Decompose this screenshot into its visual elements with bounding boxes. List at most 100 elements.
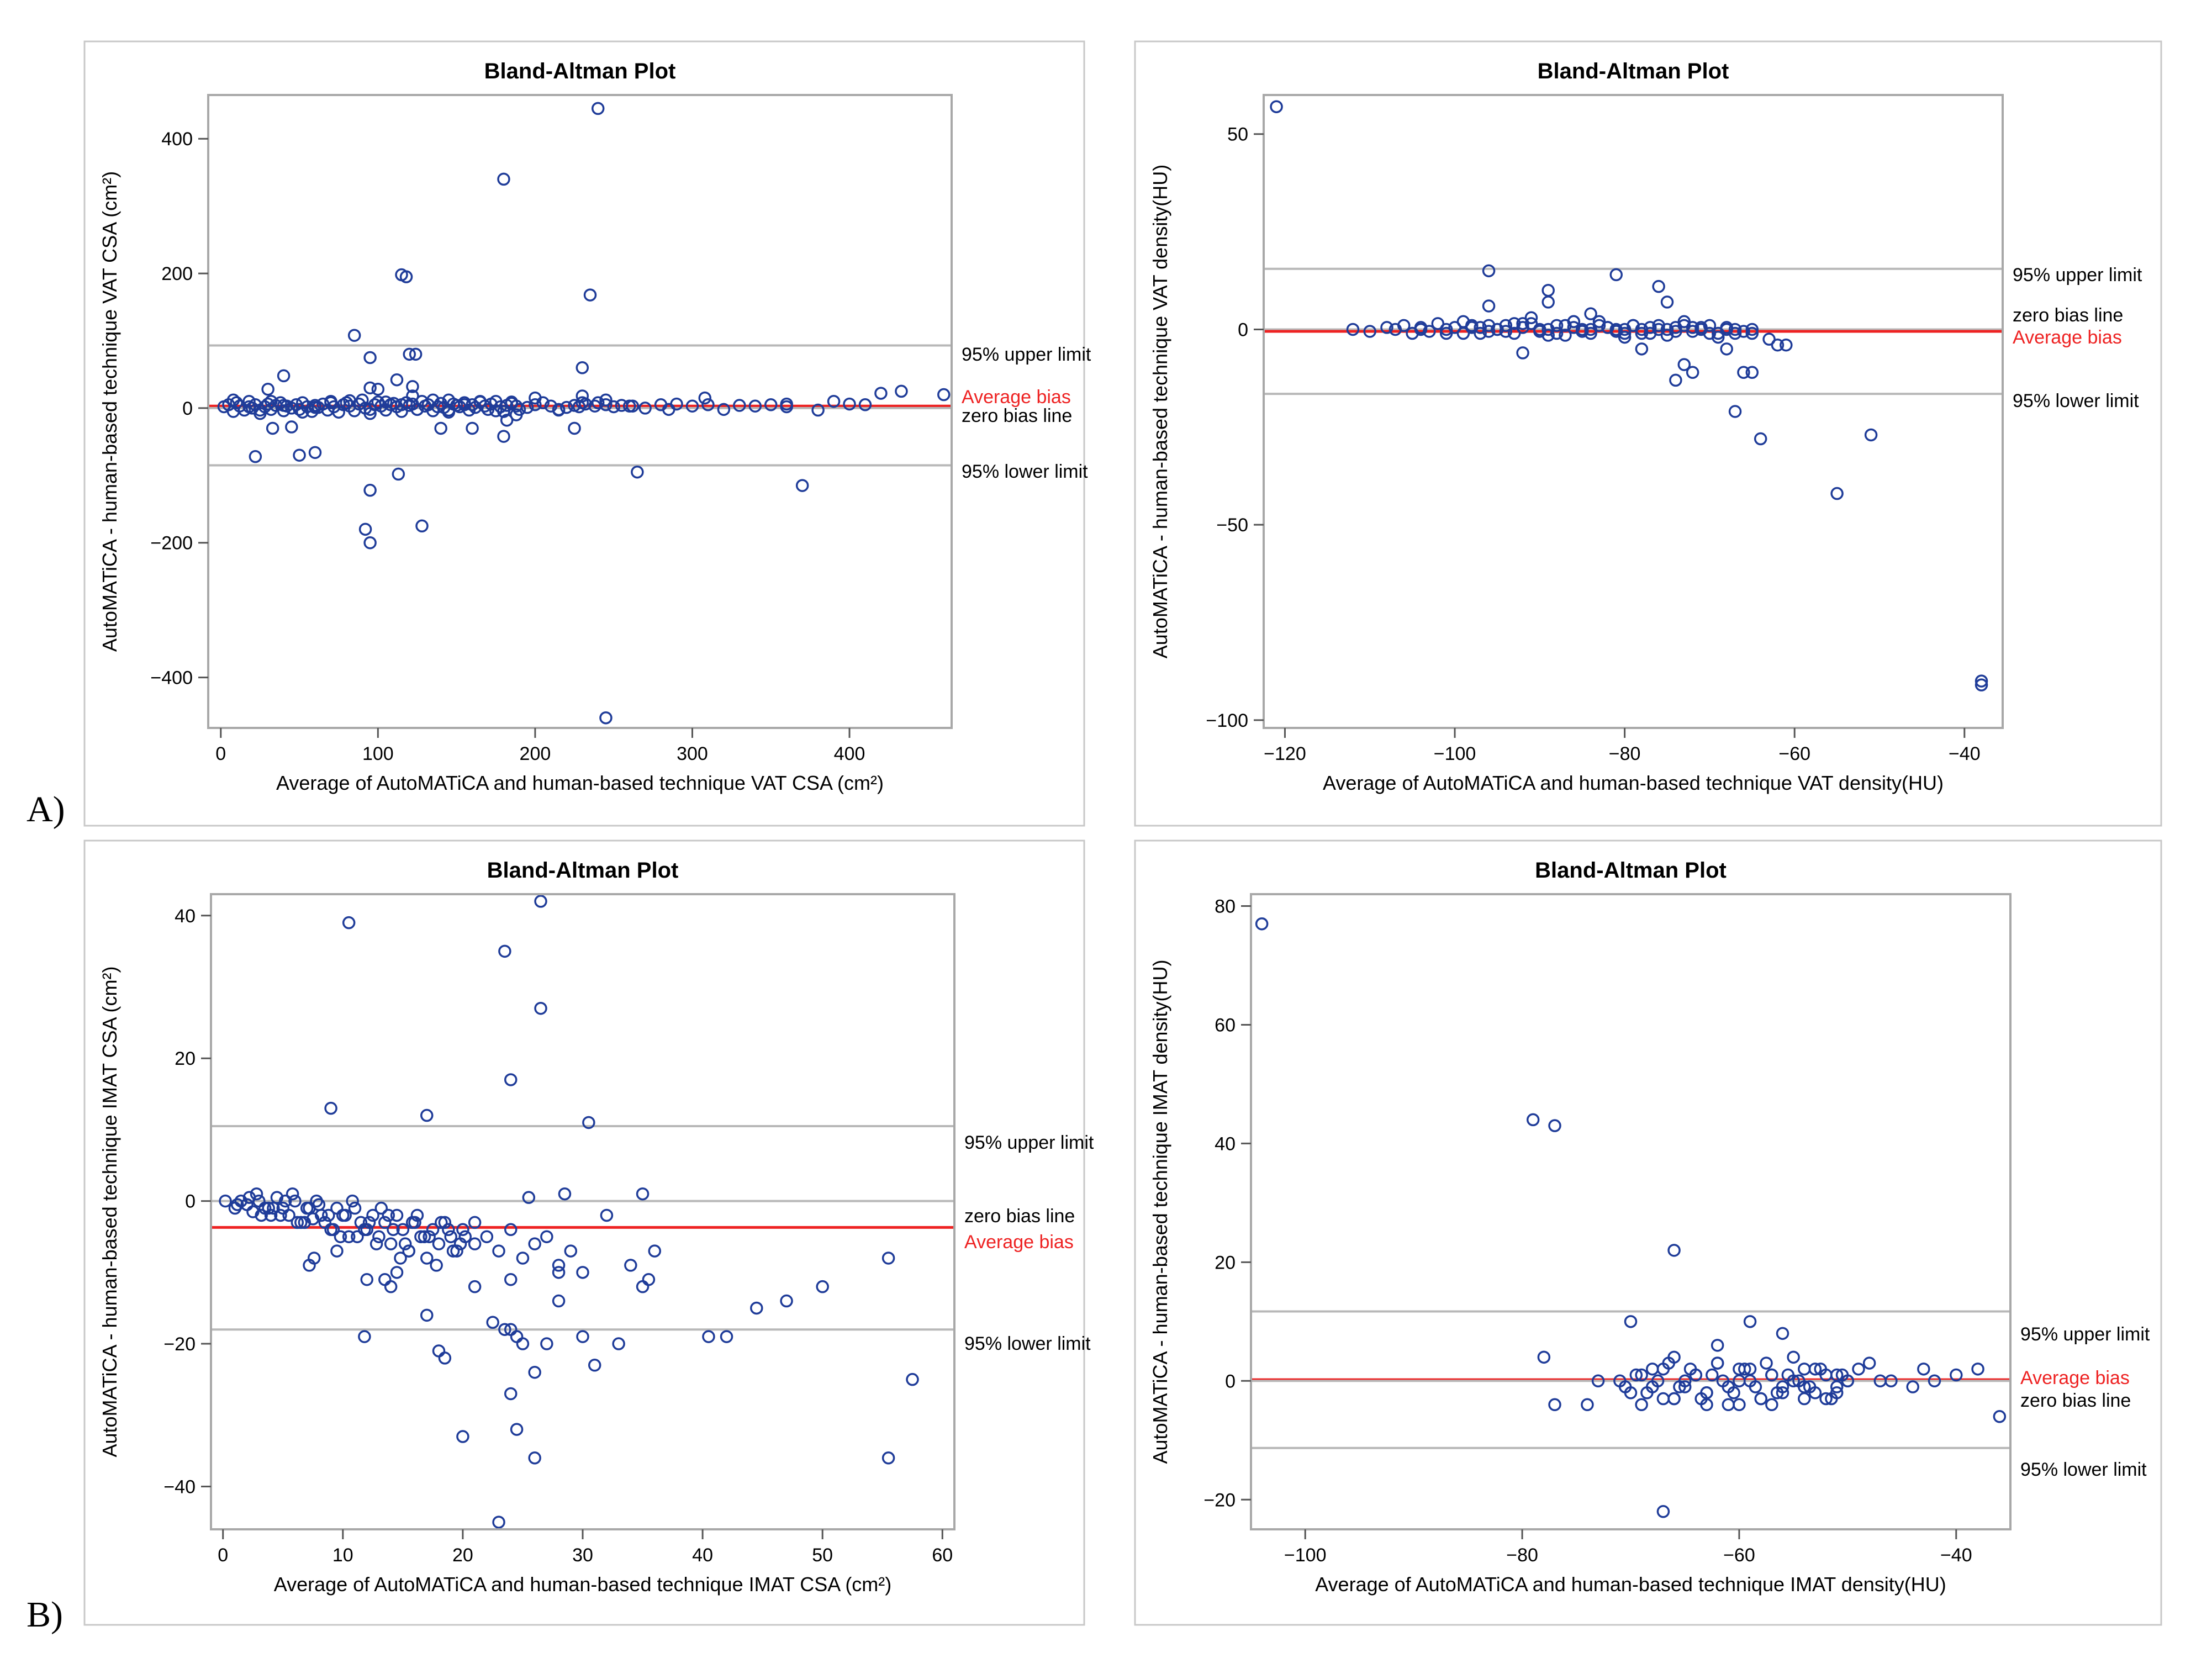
data-point bbox=[1743, 1315, 1757, 1328]
data-point bbox=[568, 421, 581, 435]
data-point bbox=[1760, 1356, 1773, 1370]
data-point bbox=[438, 1351, 452, 1365]
data-point bbox=[1465, 321, 1479, 334]
y-tick-label: 0 bbox=[1238, 319, 1248, 340]
data-point bbox=[231, 1198, 244, 1211]
data-point bbox=[322, 1208, 335, 1222]
data-point bbox=[816, 1280, 829, 1293]
data-point bbox=[1711, 1356, 1724, 1370]
data-point bbox=[291, 1216, 304, 1229]
data-point bbox=[1516, 317, 1529, 330]
chart-title: Bland-Altman Plot bbox=[487, 858, 679, 883]
data-point bbox=[382, 1208, 395, 1222]
data-point bbox=[1255, 917, 1269, 931]
data-point bbox=[395, 398, 408, 411]
data-point bbox=[406, 380, 419, 393]
chart-4: Bland-Altman Plot 95% upper limit Average … bbox=[1134, 839, 2162, 1626]
data-point bbox=[500, 414, 514, 427]
data-points bbox=[1270, 100, 1988, 691]
data-point bbox=[1727, 1386, 1740, 1400]
data-point bbox=[1439, 326, 1453, 340]
data-point bbox=[1550, 319, 1564, 332]
data-point bbox=[1499, 325, 1513, 338]
data-point bbox=[1635, 1398, 1648, 1412]
plot-frame bbox=[1250, 893, 2012, 1530]
data-point bbox=[303, 1201, 316, 1215]
data-point bbox=[1584, 323, 1597, 336]
data-point bbox=[1716, 1374, 1730, 1388]
data-point bbox=[1635, 326, 1649, 340]
data-point bbox=[492, 1516, 505, 1529]
data-point bbox=[552, 403, 566, 417]
data-point bbox=[599, 398, 613, 411]
data-point bbox=[267, 1201, 280, 1215]
data-point bbox=[529, 391, 542, 405]
data-point bbox=[1550, 326, 1564, 340]
data-point bbox=[282, 1208, 295, 1222]
data-point bbox=[1737, 366, 1750, 379]
x-tick-label: 10 bbox=[332, 1545, 353, 1566]
data-point bbox=[308, 446, 322, 460]
data-point bbox=[1669, 373, 1682, 387]
y-axis-label: AutoMATiCA - human-based technique IMAT … bbox=[1149, 959, 1171, 1464]
data-point bbox=[1733, 1363, 1746, 1376]
data-point bbox=[285, 420, 298, 434]
data-point bbox=[599, 711, 613, 725]
data-point bbox=[255, 1208, 268, 1222]
data-point bbox=[1830, 1386, 1844, 1400]
data-point bbox=[1507, 326, 1521, 340]
data-point bbox=[310, 1194, 323, 1208]
data-point bbox=[265, 394, 278, 408]
data-point bbox=[1581, 1398, 1594, 1412]
panel-frame bbox=[83, 40, 1085, 827]
data-point bbox=[453, 1237, 467, 1250]
data-point bbox=[1745, 326, 1759, 340]
reference-line-label: 95% lower limit bbox=[964, 1333, 1091, 1354]
data-point bbox=[780, 1294, 793, 1308]
data-point bbox=[1841, 1374, 1855, 1388]
data-point bbox=[423, 1230, 436, 1243]
chart-title: Bland-Altman Plot bbox=[1535, 858, 1727, 883]
y-tick-label: 0 bbox=[185, 1191, 196, 1212]
data-point bbox=[1516, 346, 1529, 360]
data-point bbox=[1754, 1392, 1767, 1406]
data-point bbox=[1584, 326, 1597, 340]
data-point bbox=[1482, 264, 1496, 278]
data-point bbox=[504, 1273, 518, 1286]
data-point bbox=[1380, 321, 1393, 334]
data-point bbox=[242, 394, 256, 408]
data-point bbox=[1728, 323, 1742, 336]
data-point bbox=[1646, 1363, 1659, 1376]
data-point bbox=[843, 397, 856, 411]
y-tick-label: −20 bbox=[163, 1334, 196, 1355]
data-point bbox=[1431, 317, 1445, 330]
data-point bbox=[631, 465, 644, 479]
data-point bbox=[387, 397, 400, 410]
data-point bbox=[390, 373, 404, 387]
data-point bbox=[307, 1252, 321, 1265]
data-point bbox=[1524, 311, 1538, 324]
data-point bbox=[1814, 1363, 1827, 1376]
data-point bbox=[1627, 319, 1640, 332]
panel-frame bbox=[1134, 839, 2162, 1626]
data-point bbox=[583, 288, 597, 302]
reference-line-label: zero bias line bbox=[2020, 1390, 2131, 1411]
data-point bbox=[1456, 315, 1470, 329]
data-point bbox=[274, 396, 287, 409]
data-point bbox=[378, 1216, 392, 1229]
data-point bbox=[347, 329, 361, 342]
y-tick-label: −400 bbox=[150, 668, 193, 689]
data-point bbox=[406, 389, 419, 403]
data-point bbox=[468, 1280, 482, 1293]
data-point bbox=[1798, 1392, 1811, 1406]
data-point bbox=[1591, 1374, 1605, 1388]
data-point bbox=[1363, 325, 1376, 338]
data-point bbox=[1491, 323, 1504, 336]
data-point bbox=[1677, 315, 1691, 329]
reference-line-label: 95% upper limit bbox=[964, 1132, 1094, 1153]
data-point bbox=[685, 399, 699, 413]
data-point bbox=[1711, 1339, 1724, 1352]
data-point bbox=[1762, 332, 1776, 346]
data-point bbox=[1706, 1368, 1719, 1382]
